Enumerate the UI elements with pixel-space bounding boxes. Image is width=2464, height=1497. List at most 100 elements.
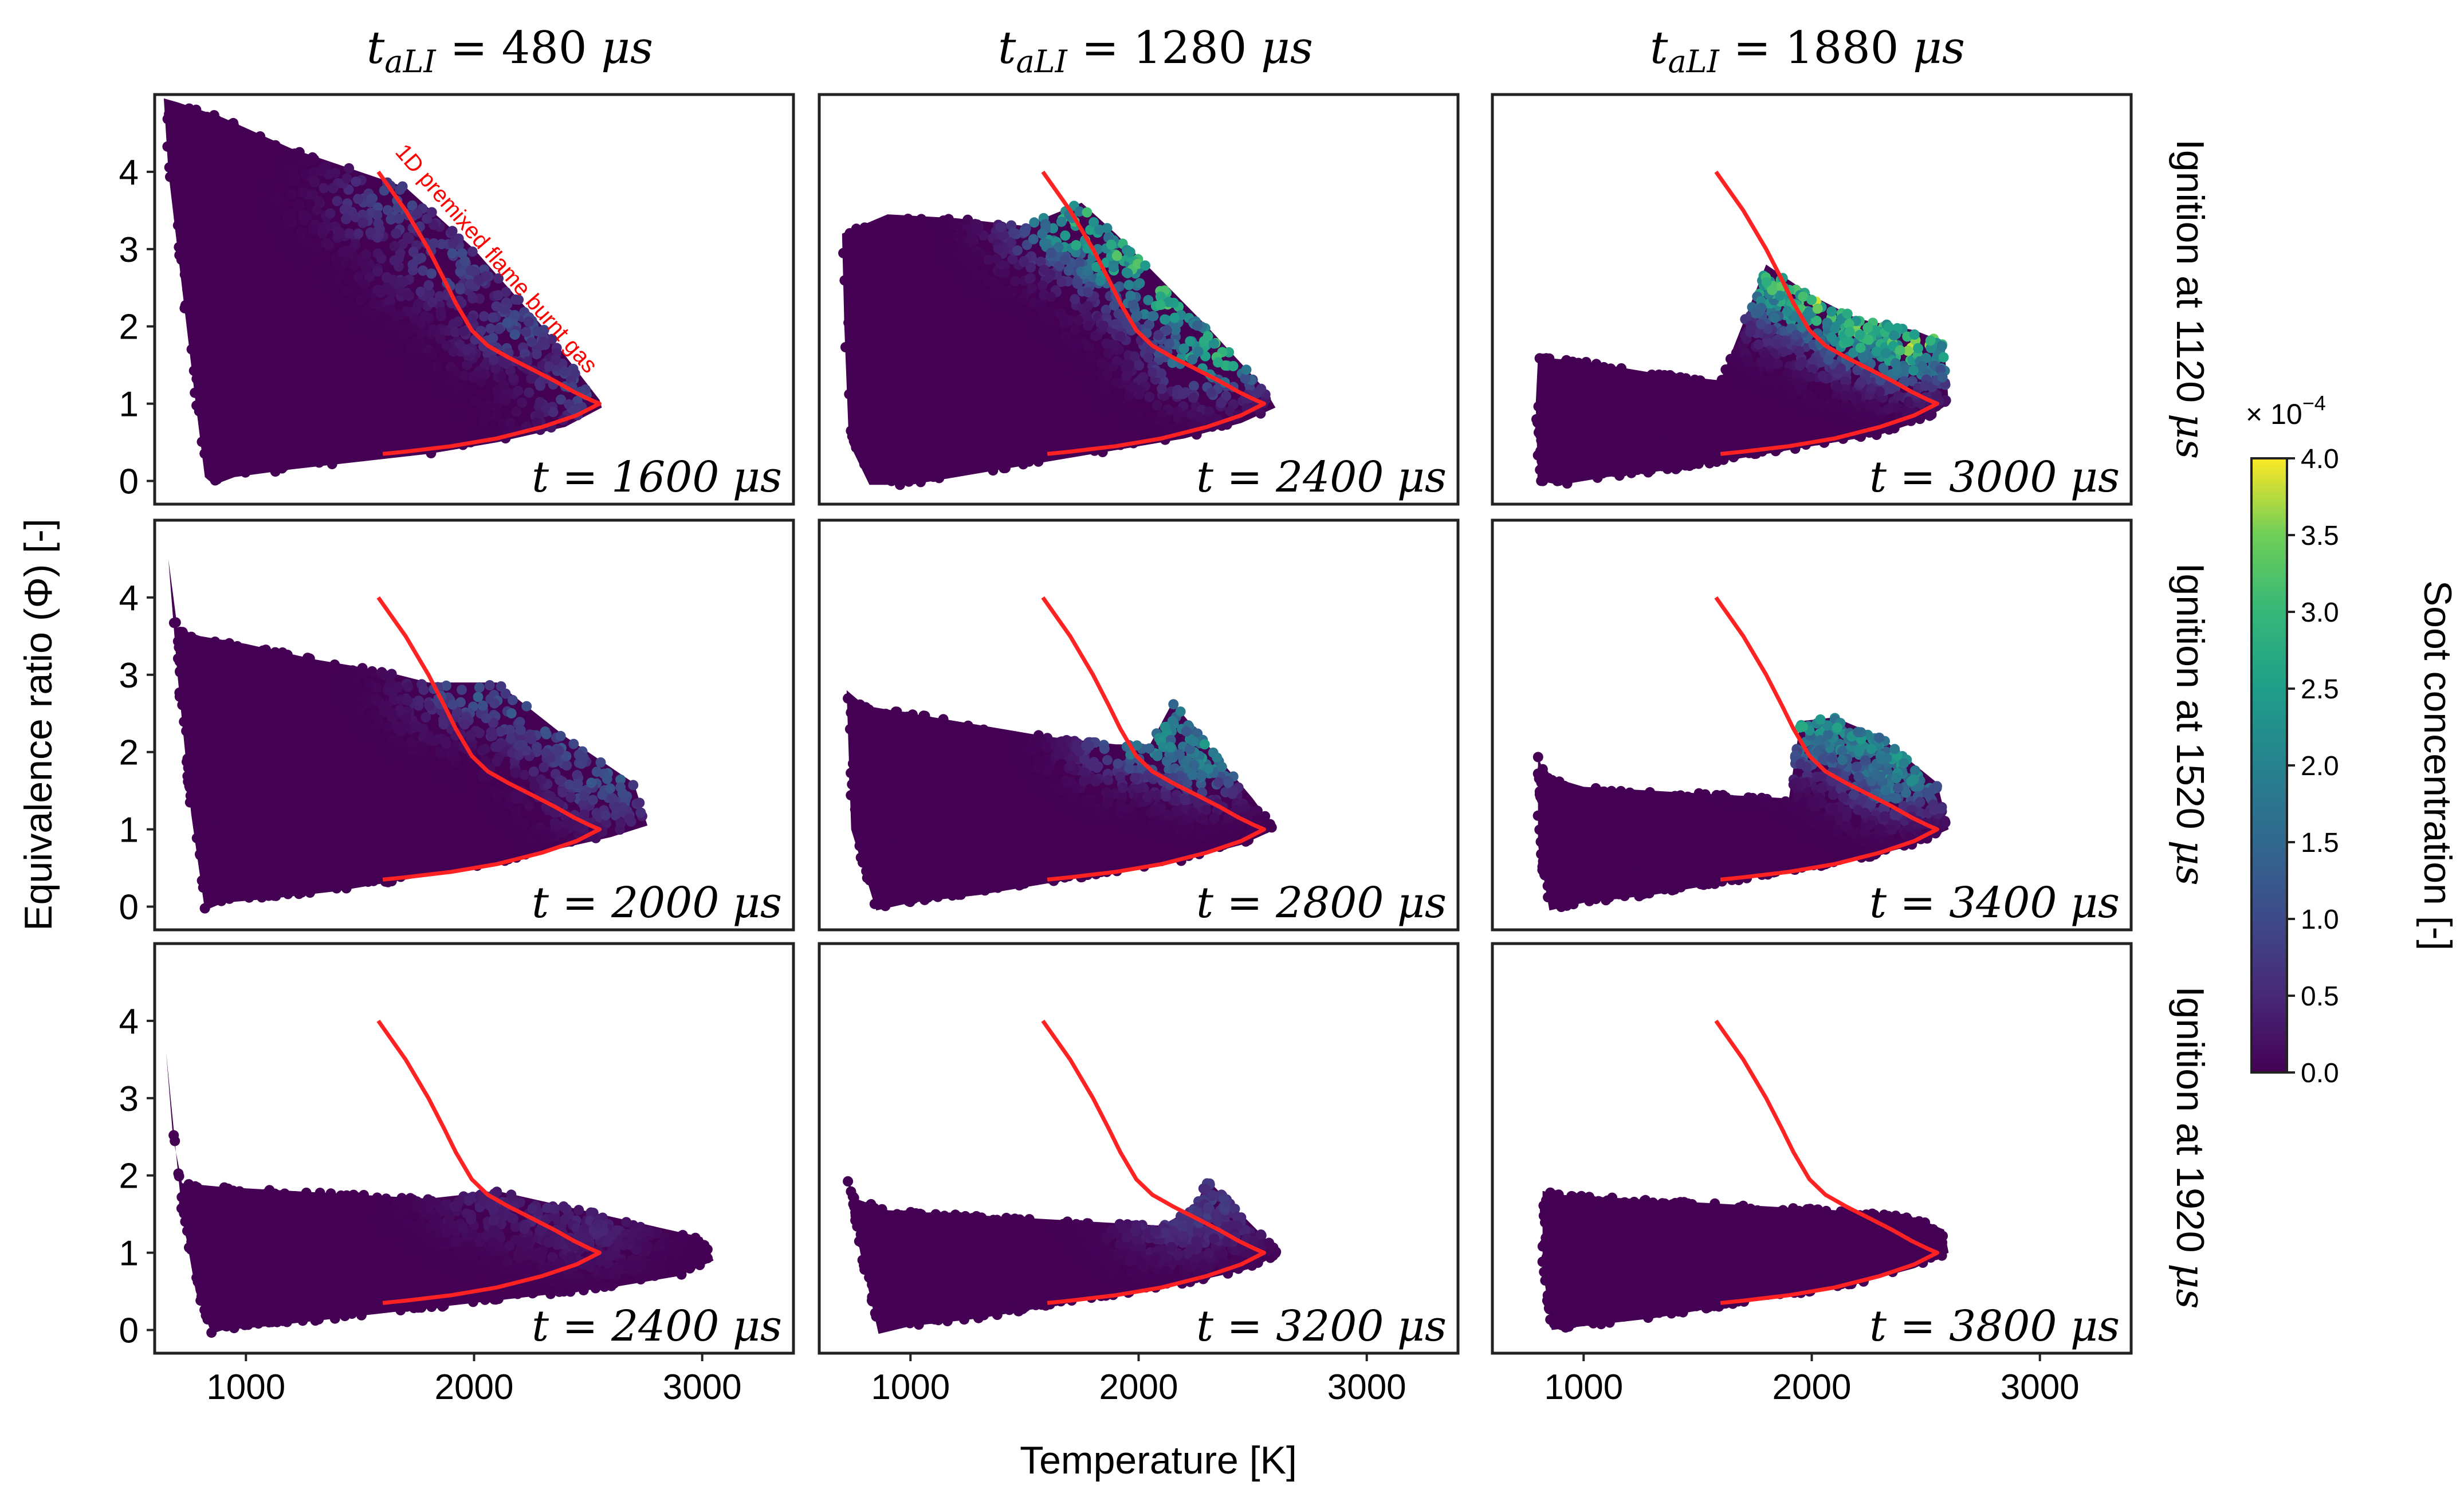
- scatter-point: [1762, 395, 1773, 406]
- scatter-point: [1046, 292, 1056, 302]
- scatter-point: [937, 263, 948, 274]
- scatter-point: [361, 249, 372, 260]
- scatter-point: [480, 744, 490, 755]
- scatter-point: [282, 212, 293, 223]
- scatter-point: [222, 213, 232, 223]
- scatter-point: [231, 406, 242, 417]
- scatter-point: [1241, 364, 1252, 375]
- scatter-point: [191, 104, 202, 115]
- scatter-point: [1815, 402, 1826, 413]
- scatter-point: [372, 210, 383, 221]
- scatter-point: [918, 354, 929, 365]
- scatter-point: [455, 697, 466, 708]
- scatter-point: [1004, 422, 1015, 433]
- scatter-point: [1539, 378, 1550, 389]
- panel-frame: [153, 93, 795, 506]
- scatter-point: [859, 291, 870, 302]
- scatter-point: [1037, 229, 1048, 239]
- scatter-point: [895, 312, 906, 323]
- scatter-point: [872, 269, 883, 280]
- scatter-point: [1871, 346, 1882, 357]
- scatter-point: [1755, 433, 1766, 443]
- scatter-point: [1829, 323, 1840, 334]
- scatter-point: [296, 710, 307, 721]
- scatter-point: [314, 726, 325, 737]
- scatter-point: [407, 368, 417, 379]
- scatter-point: [222, 260, 233, 271]
- scatter-point: [518, 842, 529, 853]
- scatter-point: [965, 302, 976, 313]
- scatter-point: [249, 253, 260, 263]
- scatter-point: [1883, 321, 1894, 332]
- panel-frame: [818, 93, 1460, 506]
- scatter-point: [847, 308, 858, 319]
- scatter-point: [312, 382, 323, 393]
- scatter-point: [278, 173, 289, 184]
- scatter-point: [339, 204, 350, 215]
- scatter-point: [1213, 357, 1223, 368]
- scatter-point: [369, 298, 380, 309]
- scatter-point: [1753, 339, 1764, 350]
- scatter-point: [1657, 378, 1668, 388]
- scatter-point: [212, 434, 223, 445]
- scatter-point: [394, 253, 404, 264]
- scatter-point: [316, 266, 327, 277]
- scatter-point: [186, 144, 197, 155]
- scatter-point: [257, 222, 268, 233]
- scatter-point: [1812, 303, 1823, 314]
- scatter-point: [1581, 357, 1591, 367]
- scatter-point: [898, 393, 909, 404]
- scatter-point: [899, 227, 910, 238]
- scatter-point: [339, 304, 349, 315]
- scatter-point: [1536, 400, 1547, 411]
- scatter-point: [1568, 428, 1579, 439]
- scatter-point: [402, 386, 412, 396]
- scatter-point: [1209, 338, 1220, 349]
- scatter-point: [234, 321, 245, 332]
- scatter-point: [1020, 386, 1031, 396]
- scatter-point: [1164, 339, 1174, 349]
- scatter-point: [1059, 313, 1070, 324]
- scatter-point: [273, 222, 284, 233]
- scatter-point: [287, 429, 298, 440]
- scatter-point: [206, 175, 217, 186]
- scatter-point: [509, 329, 520, 340]
- scatter-point: [1056, 407, 1067, 418]
- scatter-point: [382, 272, 392, 282]
- scatter-point: [1186, 409, 1197, 420]
- scatter-point: [442, 340, 453, 351]
- scatter-point: [386, 332, 396, 343]
- scatter-point: [404, 290, 415, 301]
- scatter-point: [1746, 320, 1756, 331]
- scatter-point: [286, 349, 297, 360]
- scatter-point: [1110, 340, 1121, 351]
- scatter-point: [1621, 447, 1632, 458]
- scatter-point: [1798, 430, 1809, 441]
- scatter-point: [853, 360, 864, 371]
- scatter-point: [1155, 291, 1166, 302]
- scatter-point: [1720, 364, 1731, 375]
- scatter-point: [914, 215, 925, 226]
- scatter-point: [435, 307, 446, 317]
- scatter-point: [1585, 462, 1595, 473]
- scatter-point: [209, 870, 219, 881]
- scatter-point: [175, 250, 186, 261]
- scatter-point: [1842, 308, 1853, 319]
- scatter-point: [374, 224, 385, 234]
- scatter-point: [304, 273, 315, 284]
- scatter-point: [1198, 336, 1209, 347]
- scatter-point: [453, 844, 464, 855]
- scatter-point: [357, 359, 368, 370]
- scatter-point: [1023, 323, 1034, 334]
- scatter-point: [1127, 298, 1138, 309]
- scatter-point: [466, 265, 477, 276]
- scatter-point: [903, 465, 914, 476]
- scatter-point: [1086, 423, 1097, 434]
- scatter-point: [321, 296, 332, 307]
- scatter-point: [1688, 457, 1699, 468]
- scatter-point: [1547, 473, 1558, 484]
- scatter-point: [1134, 360, 1145, 371]
- scatter-point: [413, 298, 424, 309]
- scatter-point: [511, 406, 522, 417]
- scatter-point: [961, 317, 972, 328]
